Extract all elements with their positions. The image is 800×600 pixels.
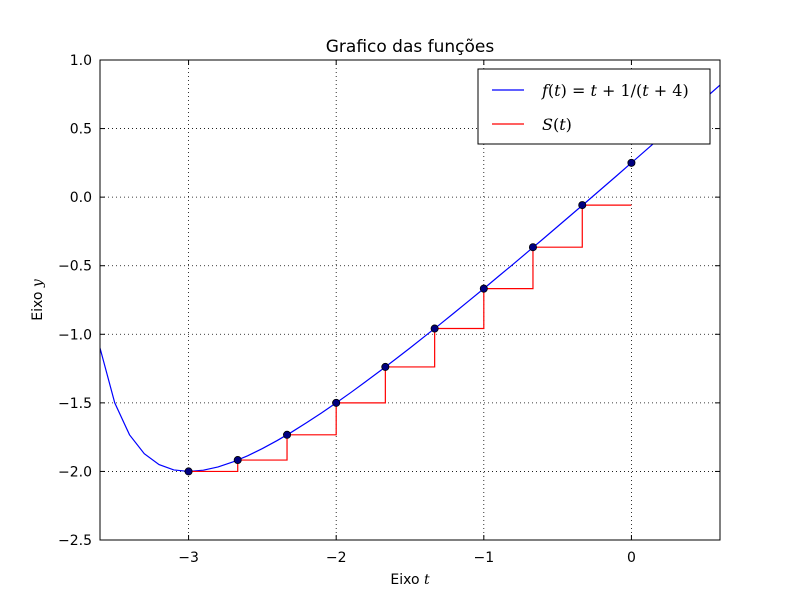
y-axis-label-prefix: Eixo [30, 292, 46, 321]
data-point [528, 243, 537, 252]
legend-label-part: ( [548, 81, 554, 100]
x-axis-label-prefix: Eixo [390, 572, 419, 588]
legend-label-part: t [559, 115, 566, 134]
y-tick-label: −2.0 [58, 464, 92, 480]
legend-label-part: t [554, 81, 561, 100]
data-point [184, 467, 193, 476]
data-point [627, 158, 636, 167]
y-tick-label: 0.5 [70, 122, 92, 138]
x-tick-label: 0 [627, 550, 636, 566]
legend-label: f(t) = t + 1/(t + 4) [541, 81, 689, 100]
legend-label-part: ) = [561, 81, 591, 100]
y-tick-label: −2.5 [58, 533, 92, 549]
x-tick-label: −3 [178, 550, 199, 566]
ticks: −3 −2 −1 0 −2.5 −2.0 −1.5 −1.0 −0.5 0.0 0.5 1.0 [58, 53, 720, 566]
y-tick-label: −1.0 [58, 327, 92, 343]
legend-label-part: t [590, 81, 597, 100]
y-tick-label: −1.5 [58, 396, 92, 412]
data-point [430, 324, 439, 333]
legend: f(t) = t + 1/(t + 4)S(t) [477, 68, 711, 145]
series-s-step-line [188, 204, 632, 473]
y-tick-label: 0.0 [70, 190, 92, 206]
x-tick-label: −1 [473, 550, 494, 566]
legend-label-part: + 1/( [597, 81, 642, 100]
data-point [578, 201, 587, 210]
markers-layer [184, 158, 636, 476]
legend-label-part: t [642, 81, 649, 100]
y-tick-label: 1.0 [70, 53, 92, 69]
legend-label-part: S [542, 115, 553, 134]
y-axis-label-var: y [30, 278, 46, 288]
series-layer [100, 84, 720, 473]
data-point [332, 398, 341, 407]
data-point [479, 284, 488, 293]
y-axis-label: Eixo y [30, 278, 46, 321]
legend-label-part: + 4) [649, 81, 689, 100]
legend-label-part: ( [553, 115, 559, 134]
x-tick-label: −2 [326, 550, 347, 566]
data-point [381, 362, 390, 371]
x-axis-label-var: t [424, 572, 430, 588]
legend-box [477, 68, 711, 145]
legend-label-part: ) [566, 115, 572, 134]
legend-label-part: f [541, 81, 551, 100]
data-point [283, 430, 292, 439]
legend-label: S(t) [542, 115, 572, 134]
plot-frame [99, 59, 721, 541]
data-point [233, 456, 242, 465]
y-tick-label: −0.5 [58, 259, 92, 275]
series-f-line [100, 84, 720, 473]
chart-title: Grafico das funções [326, 37, 495, 57]
x-axis-label: Eixo t [390, 572, 430, 588]
